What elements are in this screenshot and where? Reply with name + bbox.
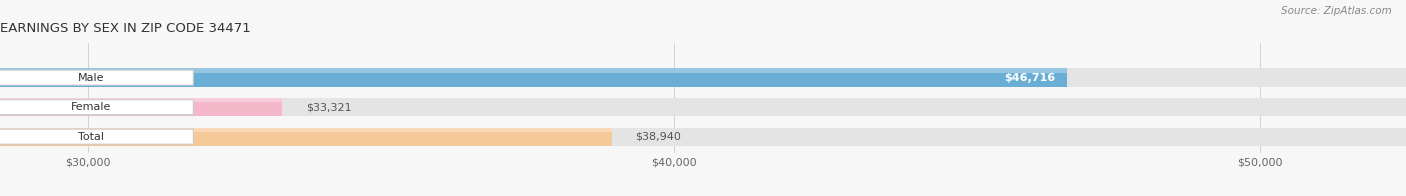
Bar	[0, 128, 1406, 146]
Bar	[0, 128, 612, 146]
Bar	[0, 98, 283, 116]
Bar	[0, 100, 193, 115]
Text: Female: Female	[70, 102, 111, 112]
Bar	[0, 129, 193, 144]
Bar	[0, 98, 1406, 116]
Text: $46,716: $46,716	[1004, 73, 1056, 83]
Bar	[0, 98, 283, 102]
Bar	[0, 68, 1406, 87]
Bar	[0, 128, 612, 132]
Text: Male: Male	[77, 73, 104, 83]
Bar	[0, 68, 1067, 73]
Text: $33,321: $33,321	[307, 102, 352, 112]
Text: EARNINGS BY SEX IN ZIP CODE 34471: EARNINGS BY SEX IN ZIP CODE 34471	[0, 22, 250, 35]
Text: $38,940: $38,940	[636, 132, 681, 142]
Text: Source: ZipAtlas.com: Source: ZipAtlas.com	[1281, 6, 1392, 16]
Bar	[0, 68, 1067, 87]
Bar	[0, 70, 193, 85]
Text: Total: Total	[77, 132, 104, 142]
